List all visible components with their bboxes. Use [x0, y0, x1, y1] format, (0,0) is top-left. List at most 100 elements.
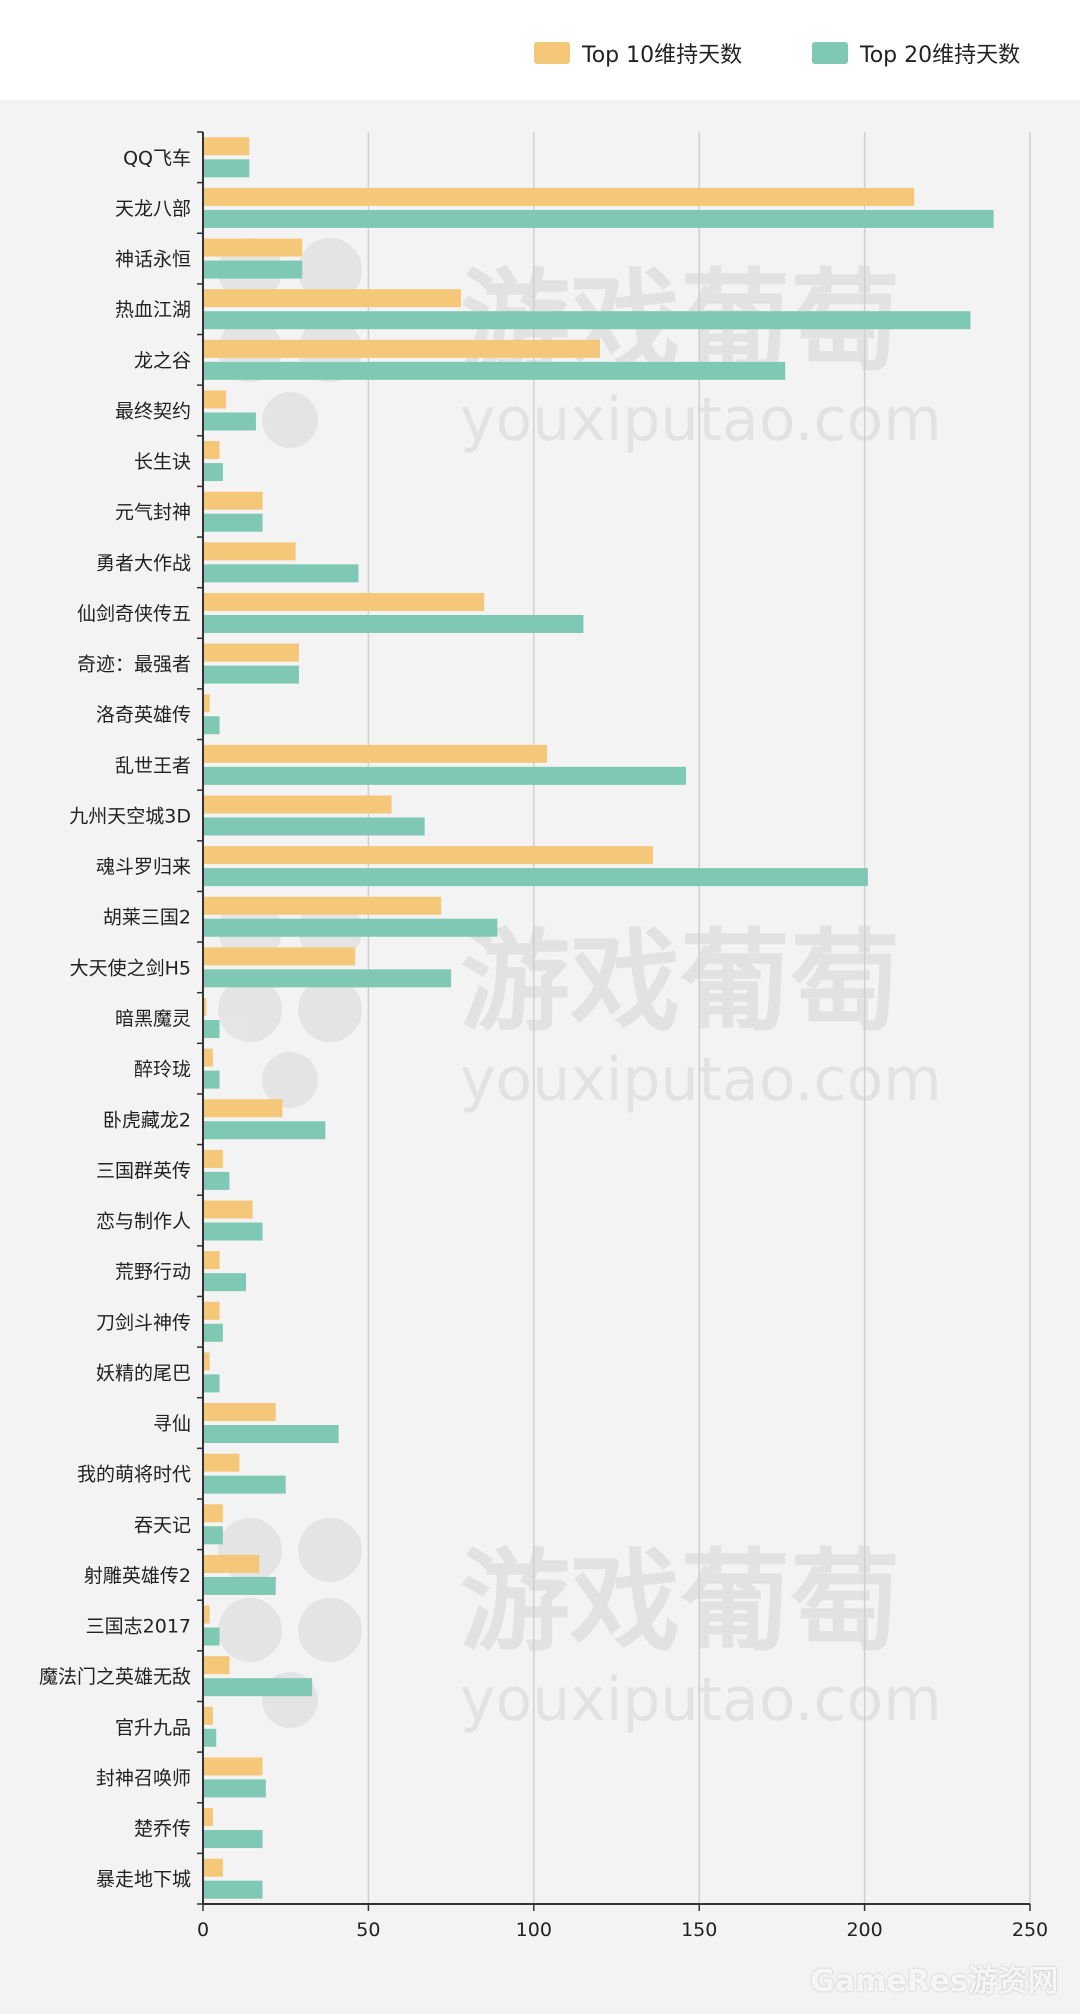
category-label-15: 魂斗罗归来	[96, 856, 191, 878]
bar-top20-35	[204, 1880, 263, 1899]
bar-top10-31	[204, 1656, 230, 1675]
category-label-16: 胡莱三国2	[103, 907, 191, 929]
watermark-dot	[298, 238, 362, 302]
watermark-dot	[262, 1052, 318, 1108]
bar-top10-11	[204, 643, 299, 662]
watermark-en: youxiputao.com	[460, 1045, 942, 1115]
bar-top10-10	[204, 592, 485, 611]
category-label-9: 勇者大作战	[96, 552, 191, 574]
bar-top20-22	[204, 1222, 263, 1241]
bar-top20-9	[204, 564, 359, 583]
bar-top20-11	[204, 665, 299, 684]
bar-top20-29	[204, 1576, 276, 1595]
legend-label-top20: Top 20维持天数	[860, 43, 1021, 68]
bar-top20-33	[204, 1779, 266, 1798]
bar-top20-3	[204, 260, 303, 279]
bar-top10-19	[204, 1048, 213, 1067]
bar-top10-24	[204, 1301, 220, 1320]
legend-item-top20[interactable]: Top 20维持天数	[812, 38, 1020, 68]
bar-top20-28	[204, 1526, 223, 1545]
watermark-en: youxiputao.com	[460, 385, 942, 455]
category-label-6: 最终契约	[115, 400, 191, 422]
category-label-27: 我的萌将时代	[77, 1464, 191, 1486]
bar-top20-25	[204, 1374, 220, 1393]
watermark-dot	[298, 1598, 362, 1662]
category-label-28: 吞天记	[134, 1514, 191, 1536]
bar-top10-16	[204, 896, 442, 915]
x-tick-label-150: 150	[681, 1919, 717, 1941]
legend-label-top10: Top 10维持天数	[582, 43, 743, 68]
category-label-5: 龙之谷	[134, 350, 191, 372]
x-tick-label-100: 100	[516, 1919, 552, 1941]
category-label-8: 元气封神	[115, 502, 191, 524]
category-label-10: 仙剑奇侠传五	[77, 603, 191, 625]
bar-top20-19	[204, 1070, 220, 1089]
watermark-dot	[298, 1518, 362, 1582]
bar-top10-34	[204, 1808, 213, 1827]
category-label-2: 天龙八部	[115, 198, 191, 220]
bar-top20-2	[204, 209, 994, 228]
watermark-dot	[298, 978, 362, 1042]
bar-top20-12	[204, 716, 220, 735]
bar-top10-29	[204, 1554, 260, 1573]
category-label-3: 神话永恒	[115, 249, 191, 271]
category-label-12: 洛奇英雄传	[96, 704, 191, 726]
bar-top20-27	[204, 1475, 286, 1494]
bar-top20-13	[204, 766, 686, 785]
category-label-33: 封神召唤师	[96, 1767, 191, 1789]
legend-swatch-top10	[534, 42, 570, 64]
bar-top20-15	[204, 868, 868, 887]
bar-top20-31	[204, 1678, 313, 1697]
bar-top20-17	[204, 969, 452, 988]
bar-top20-20	[204, 1121, 326, 1140]
category-label-26: 寻仙	[153, 1413, 191, 1435]
bar-top10-9	[204, 542, 296, 561]
watermark-en: youxiputao.com	[460, 1665, 942, 1735]
category-label-25: 妖精的尾巴	[96, 1362, 191, 1384]
x-tick-label-0: 0	[197, 1919, 209, 1941]
bar-top10-13	[204, 744, 548, 763]
category-label-32: 官升九品	[115, 1717, 191, 1739]
bar-top20-6	[204, 412, 256, 431]
watermark-cn: 游戏葡萄	[460, 1538, 900, 1666]
bar-top20-26	[204, 1425, 339, 1444]
bar-top10-32	[204, 1706, 213, 1725]
bar-top10-4	[204, 289, 462, 308]
bar-top20-16	[204, 918, 498, 937]
bar-top10-20	[204, 1099, 283, 1118]
category-label-23: 荒野行动	[115, 1261, 191, 1283]
legend-swatch-top20	[812, 42, 848, 64]
bar-top10-21	[204, 1149, 223, 1168]
footer-watermark: GameRes游资网	[810, 1964, 1058, 1999]
bar-top10-23	[204, 1251, 220, 1270]
bar-top20-34	[204, 1830, 263, 1849]
category-label-31: 魔法门之英雄无敌	[39, 1666, 191, 1688]
legend-item-top10[interactable]: Top 10维持天数	[534, 38, 742, 68]
category-label-4: 热血江湖	[115, 299, 191, 321]
bar-top10-35	[204, 1858, 223, 1877]
bar-top20-1	[204, 159, 250, 178]
watermark-dot	[218, 1598, 282, 1662]
bar-top10-12	[204, 694, 210, 713]
category-label-30: 三国志2017	[86, 1616, 191, 1638]
bar-top10-14	[204, 795, 392, 814]
category-label-20: 卧虎藏龙2	[103, 1109, 191, 1131]
category-label-21: 三国群英传	[96, 1160, 191, 1182]
bar-top20-23	[204, 1273, 247, 1292]
watermark-dot	[262, 392, 318, 448]
category-label-19: 醉玲珑	[134, 1059, 191, 1081]
bar-top10-15	[204, 846, 653, 865]
bar-top20-32	[204, 1728, 217, 1747]
bar-top20-7	[204, 463, 223, 482]
legend-band: Top 10维持天数 Top 20维持天数	[0, 0, 1080, 100]
bar-top10-2	[204, 187, 915, 206]
bar-top20-10	[204, 614, 584, 633]
bar-top10-5	[204, 339, 600, 358]
bar-top10-25	[204, 1352, 210, 1371]
watermark-cn: 游戏葡萄	[460, 918, 900, 1046]
bar-top20-24	[204, 1323, 223, 1342]
plot-band	[0, 100, 1080, 2014]
bar-top10-18	[204, 998, 207, 1016]
